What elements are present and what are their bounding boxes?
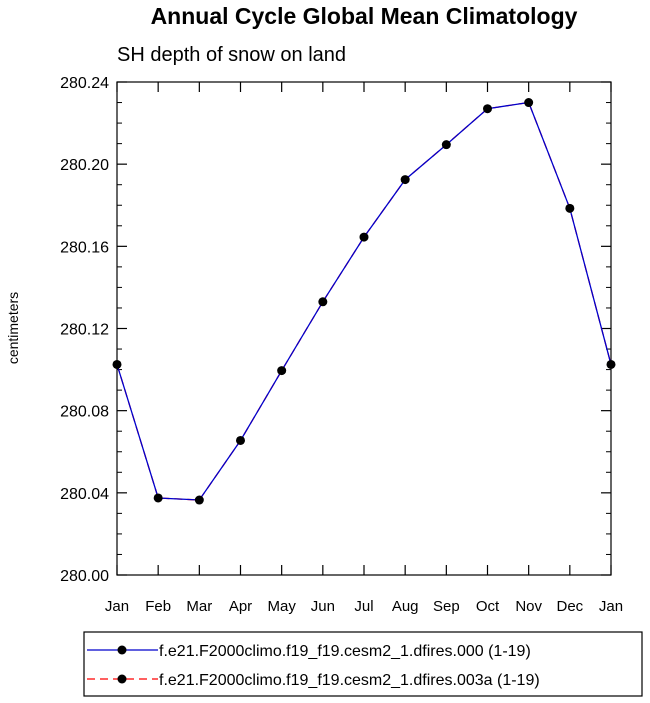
x-tick-label: Jul [354,598,373,615]
data-point [606,359,616,369]
x-tick-label: Aug [392,598,419,615]
data-point [112,359,122,369]
data-point [524,98,534,108]
x-tick-label: Jan [105,598,129,615]
x-tick-label: Mar [186,598,212,615]
y-tick-label: 280.04 [60,486,109,503]
legend-label: f.e21.F2000climo.f19_f19.cesm2_1.dfires.… [159,643,531,660]
data-point [236,435,245,445]
x-tick-label: Jan [599,598,623,615]
data-point [359,232,369,242]
y-tick-label: 280.24 [60,75,109,92]
y-tick-label: 280.20 [60,157,109,174]
x-tick-label: Feb [145,598,171,615]
data-point [318,297,328,307]
plot-frame [116,81,612,576]
legend-marker [117,645,127,655]
series-line-0 [116,101,612,501]
x-tick-label: Apr [229,598,252,615]
data-point [483,104,492,114]
series-line-1 [116,101,612,501]
y-tick-label: 280.12 [60,322,109,339]
chart-title: Annual Cycle Global Mean Climatology [151,3,578,29]
x-tick-label: Nov [515,598,542,615]
y-tick-label: 280.08 [60,404,109,421]
y-axis-label: centimeters [5,292,21,364]
y-tick-label: 280.00 [60,568,109,585]
data-point [153,493,163,503]
legend-marker [117,674,127,684]
data-point [194,495,204,505]
chart-subtitle: SH depth of snow on land [117,44,346,66]
data-point [441,140,451,150]
x-tick-label: Sep [433,598,460,615]
legend-box [83,631,643,697]
data-point [277,366,287,376]
legend-label: f.e21.F2000climo.f19_f19.cesm2_1.dfires.… [159,672,540,689]
data-point [400,175,410,185]
x-tick-label: Jun [311,598,335,615]
x-tick-label: May [267,598,296,615]
x-tick-label: Oct [476,598,500,615]
x-tick-label: Dec [556,598,583,615]
y-tick-label: 280.16 [60,239,109,256]
data-point [565,203,575,213]
